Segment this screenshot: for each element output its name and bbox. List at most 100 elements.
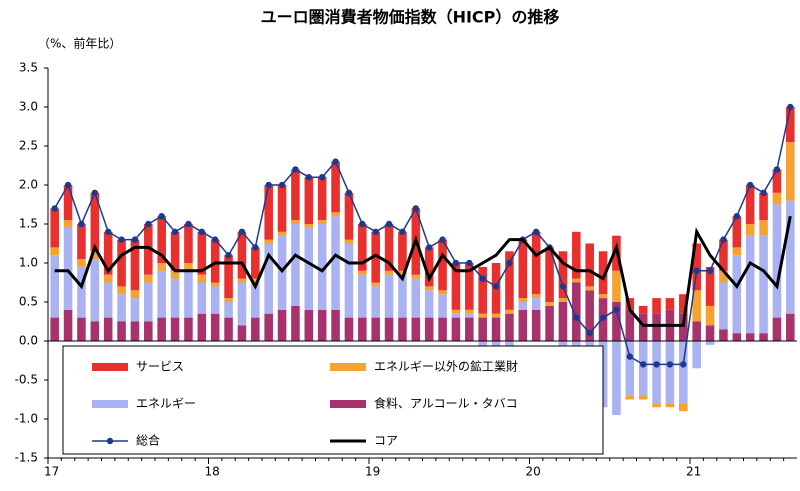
bar-segment xyxy=(772,204,782,318)
y-tick-label: 2.5 xyxy=(19,139,38,153)
bar-segment xyxy=(371,286,380,318)
bar-segment xyxy=(77,317,86,341)
bar-segment xyxy=(50,208,59,248)
bar-segment xyxy=(438,317,447,341)
bar-segment xyxy=(759,220,768,236)
bar-segment xyxy=(679,341,688,404)
bar-segment xyxy=(438,294,447,318)
bar-segment xyxy=(759,192,768,221)
bar-segment xyxy=(598,294,608,299)
bar-segment xyxy=(625,309,635,341)
y-tick-label: -0.5 xyxy=(15,373,38,387)
bar-segment xyxy=(264,243,273,314)
bar-segment xyxy=(719,282,728,330)
line-marker xyxy=(773,166,781,173)
bar-segment xyxy=(465,313,474,318)
bar-segment xyxy=(358,224,367,271)
line-marker xyxy=(666,361,674,368)
bar-segment xyxy=(264,185,273,240)
bar-segment xyxy=(531,298,541,310)
line-marker xyxy=(332,158,339,165)
line-marker xyxy=(131,236,139,243)
line-marker xyxy=(91,189,99,196)
line-marker xyxy=(706,267,714,274)
line-marker xyxy=(439,236,446,243)
bar-segment xyxy=(77,266,86,318)
bar-segment xyxy=(130,239,140,291)
bar-segment xyxy=(384,274,394,318)
line-marker xyxy=(225,252,232,259)
bar-segment xyxy=(237,282,247,326)
line-marker xyxy=(746,181,754,189)
bar-segment xyxy=(732,216,742,248)
x-tick-label: 21 xyxy=(686,465,701,479)
bar-segment xyxy=(692,341,701,369)
line-marker xyxy=(185,220,192,228)
bar-segment xyxy=(545,305,554,341)
bar-segment xyxy=(344,317,354,341)
line-marker xyxy=(292,166,299,173)
legend-label: 総合 xyxy=(136,433,160,448)
bar-segment xyxy=(77,224,86,260)
bar-segment xyxy=(144,321,153,341)
bar-segment xyxy=(531,294,541,299)
bar-segment xyxy=(705,305,715,326)
bar-segment xyxy=(90,321,100,341)
bar-segment xyxy=(411,274,421,279)
bar-segment xyxy=(90,259,100,322)
bar-segment xyxy=(130,298,140,322)
bar-segment xyxy=(745,333,755,341)
bar-segment xyxy=(103,274,113,283)
bar-segment xyxy=(344,239,354,244)
line-marker xyxy=(359,220,366,228)
line-marker xyxy=(532,228,540,235)
bar-segment xyxy=(237,325,247,341)
line-marker xyxy=(412,205,420,212)
bar-segment xyxy=(438,239,447,291)
bar-segment xyxy=(237,231,247,279)
bar-segment xyxy=(291,305,300,341)
line-marker xyxy=(51,205,58,212)
line-marker xyxy=(599,314,607,321)
bar-segment xyxy=(384,317,394,341)
line-marker xyxy=(573,314,580,321)
bar-segment xyxy=(665,341,675,404)
bar-segment xyxy=(679,313,688,341)
bar-segment xyxy=(692,321,701,341)
bar-segment xyxy=(50,317,59,341)
bar-segment xyxy=(478,266,487,314)
x-tick-label: 18 xyxy=(205,465,220,479)
bar-segment xyxy=(304,177,314,224)
bar-segment xyxy=(638,395,648,400)
bar-segment xyxy=(331,161,340,213)
bar-segment xyxy=(358,270,367,275)
bar-segment xyxy=(692,290,701,322)
line-marker xyxy=(586,330,593,337)
y-tick-label: 3.5 xyxy=(19,61,38,75)
bar-segment xyxy=(786,107,795,143)
bar-segment xyxy=(170,231,180,271)
line-marker xyxy=(318,174,326,181)
y-tick-label: 0.5 xyxy=(19,295,38,309)
bar-segment xyxy=(531,231,541,295)
bar-segment xyxy=(719,329,728,341)
legend-label: 食料、アルコール・タバコ xyxy=(374,396,518,411)
bar-segment xyxy=(103,317,113,341)
bar-segment xyxy=(103,231,113,275)
bar-segment xyxy=(572,282,581,341)
bar-segment xyxy=(786,200,795,314)
legend-swatch xyxy=(92,363,128,371)
bar-segment xyxy=(612,302,621,341)
bar-segment xyxy=(170,278,180,318)
bar-segment xyxy=(732,247,742,256)
bar-segment xyxy=(465,317,474,341)
bar-segment xyxy=(170,317,180,341)
bar-segment xyxy=(585,286,594,291)
line-marker xyxy=(680,361,687,368)
line-marker xyxy=(385,220,393,228)
bar-segment xyxy=(291,224,300,306)
bar-segment xyxy=(224,317,233,341)
line-marker xyxy=(626,353,634,360)
bar-segment xyxy=(384,224,394,271)
